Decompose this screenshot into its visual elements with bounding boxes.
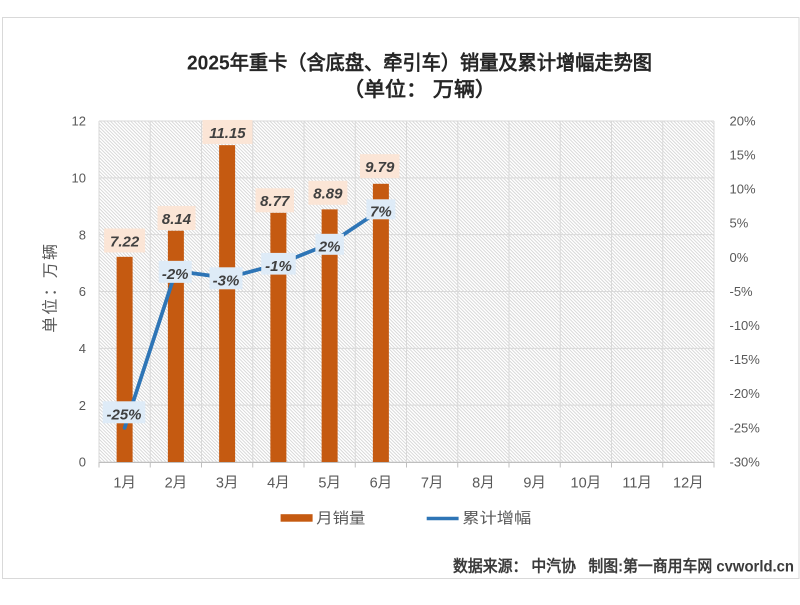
svg-text:-3%: -3% bbox=[213, 272, 240, 289]
svg-text:3月: 3月 bbox=[216, 476, 239, 492]
svg-text:1月: 1月 bbox=[113, 476, 136, 492]
svg-text:-2%: -2% bbox=[162, 266, 189, 283]
svg-text:（单位： 万辆）: （单位： 万辆） bbox=[343, 77, 496, 101]
svg-text:4: 4 bbox=[79, 341, 86, 356]
svg-text:6: 6 bbox=[79, 284, 86, 299]
svg-text:2: 2 bbox=[79, 398, 86, 413]
svg-text:5月: 5月 bbox=[318, 476, 341, 492]
svg-text:7月: 7月 bbox=[421, 476, 444, 492]
svg-text:-5%: -5% bbox=[730, 284, 754, 299]
svg-text:10: 10 bbox=[72, 171, 86, 186]
svg-text:12: 12 bbox=[72, 114, 86, 129]
svg-text:7.22: 7.22 bbox=[110, 233, 140, 250]
svg-text:8.89: 8.89 bbox=[313, 186, 343, 203]
svg-text:2025年重卡（含底盘、牵引车）销量及累计增幅走势图: 2025年重卡（含底盘、牵引车）销量及累计增幅走势图 bbox=[187, 51, 652, 75]
svg-text:月销量: 月销量 bbox=[316, 510, 365, 527]
svg-text:0: 0 bbox=[79, 455, 86, 470]
svg-text:7%: 7% bbox=[370, 203, 392, 220]
svg-text:4月: 4月 bbox=[267, 476, 290, 492]
svg-text:6月: 6月 bbox=[370, 476, 393, 492]
svg-text:-30%: -30% bbox=[730, 454, 761, 469]
svg-text:累计增幅: 累计增幅 bbox=[462, 510, 531, 527]
svg-text:9月: 9月 bbox=[523, 476, 546, 492]
svg-text:-25%: -25% bbox=[730, 420, 761, 435]
svg-text:8月: 8月 bbox=[472, 476, 495, 492]
svg-text:-15%: -15% bbox=[730, 352, 761, 367]
svg-text:-10%: -10% bbox=[730, 318, 761, 333]
svg-text:-1%: -1% bbox=[265, 258, 292, 275]
svg-text:2%: 2% bbox=[318, 238, 341, 255]
svg-text:-20%: -20% bbox=[730, 386, 761, 401]
svg-text:-25%: -25% bbox=[106, 406, 141, 423]
svg-text:2月: 2月 bbox=[165, 476, 188, 492]
svg-text:8: 8 bbox=[79, 227, 86, 242]
svg-text:9.79: 9.79 bbox=[365, 159, 395, 176]
svg-text:5%: 5% bbox=[730, 216, 749, 231]
svg-text:8.14: 8.14 bbox=[162, 211, 192, 228]
svg-text:10%: 10% bbox=[730, 182, 756, 197]
svg-text:15%: 15% bbox=[730, 148, 756, 163]
svg-text:11.15: 11.15 bbox=[209, 125, 246, 142]
svg-text:0%: 0% bbox=[730, 250, 749, 265]
svg-text:单位：万辆: 单位：万辆 bbox=[42, 242, 60, 333]
svg-text:20%: 20% bbox=[730, 113, 756, 128]
svg-text:12月: 12月 bbox=[673, 476, 704, 492]
svg-text:10月: 10月 bbox=[571, 476, 602, 492]
svg-text:8.77: 8.77 bbox=[260, 193, 290, 210]
svg-text:11月: 11月 bbox=[622, 476, 652, 492]
svg-text:数据来源： 中汽协 制图:第一商用车网 cvworld.: 数据来源： 中汽协 制图:第一商用车网 cvworld.cn bbox=[453, 557, 794, 576]
